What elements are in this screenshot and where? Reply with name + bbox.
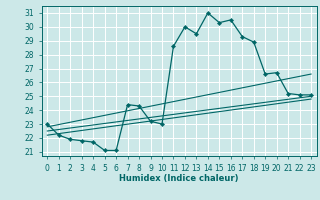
X-axis label: Humidex (Indice chaleur): Humidex (Indice chaleur): [119, 174, 239, 183]
